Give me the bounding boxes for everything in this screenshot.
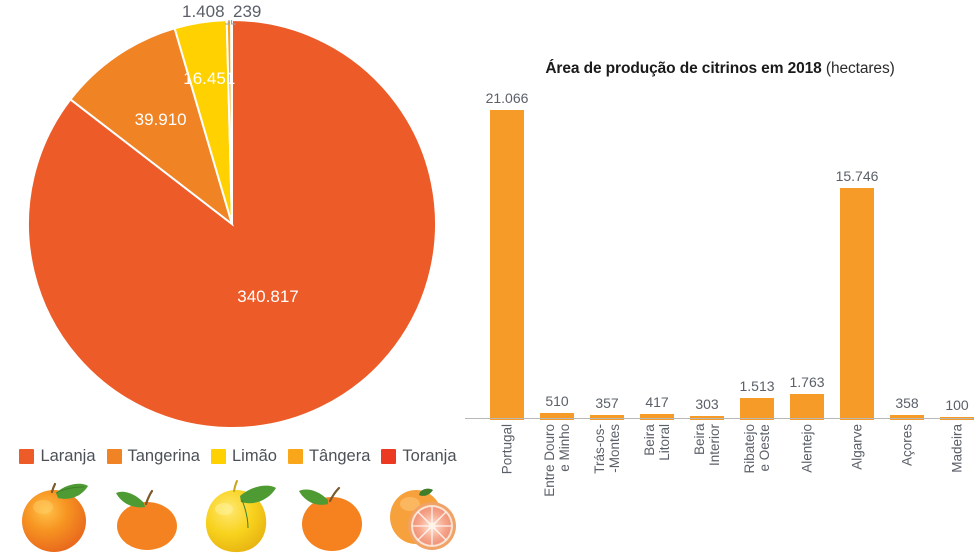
bar-value-label-trás-os---montes: 357 — [595, 394, 619, 411]
bar-trás-os---montes[interactable] — [590, 414, 624, 420]
bar-alentejo[interactable] — [790, 394, 824, 420]
bar-category-label-portugal: Portugal — [499, 424, 515, 475]
bar-entre-douro-e-minho[interactable] — [540, 412, 574, 420]
bar-value-label-açores: 358 — [895, 394, 919, 411]
bar-chart-title: Área de produção de citrinos em 2018 (he… — [460, 60, 980, 78]
bar-açores[interactable] — [890, 414, 924, 420]
bar-category-label-madeira: Madeira — [949, 424, 965, 473]
pie-slices-group — [27, 18, 437, 429]
legend-swatch-icon — [106, 448, 122, 464]
legend-swatch-icon — [287, 448, 303, 464]
bar-value-label-ribatejo-e-oeste: 1.513 — [739, 377, 775, 394]
bar-group: 1.763 — [789, 110, 825, 420]
bar-group: 1.513 — [739, 110, 775, 420]
bar-axis-line — [465, 418, 973, 419]
bar-plot-area: 21.066 510 357 417 303 1.513 1.763 15.746 358 100 — [465, 90, 977, 420]
orange-fruit-icon — [22, 482, 88, 552]
pie-chart-panel: 340.817 39.910 16.451 1.408 239 Laranja Tange… — [0, 0, 470, 560]
bar-group: 100 — [940, 110, 974, 420]
pie-slice-tangerina[interactable] — [69, 26, 234, 227]
legend-label: Limão — [231, 446, 277, 465]
bar-chart-title-strong: Área de produção de citrinos em 2018 — [545, 60, 822, 77]
bar-category-label-ribatejo-e-oeste: Ribatejo e Oeste — [741, 424, 772, 474]
bar-category-label-beira-interior: Beira Interior — [691, 424, 722, 467]
lemon-fruit-icon — [205, 480, 276, 553]
pie-leader-toranja — [231, 20, 236, 25]
legend-item-limão[interactable]: Limão — [210, 446, 277, 466]
bar-value-label-beira-litoral: 417 — [645, 393, 669, 410]
pie-leader-tângera — [225, 20, 230, 25]
legend-item-toranja[interactable]: Toranja — [381, 446, 457, 466]
bar-value-label-madeira: 100 — [945, 397, 969, 413]
legend-swatch-icon — [19, 448, 35, 464]
bar-beira-litoral[interactable] — [640, 413, 674, 420]
bar-category-label-entre-douro-e-minho: Entre Douro e Minho — [541, 424, 572, 497]
legend-item-laranja[interactable]: Laranja — [19, 446, 96, 466]
tangera-fruit-icon — [299, 486, 362, 551]
legend-swatch-icon — [381, 448, 397, 464]
pie-slice-toranja[interactable] — [230, 18, 233, 225]
bar-category-label-trás-os---montes: Trás-os- -Montes — [591, 424, 622, 474]
bar-category-label-açores: Açores — [899, 424, 915, 467]
bar-value-label-portugal: 21.066 — [485, 90, 529, 106]
pie-chart-svg — [27, 18, 437, 429]
fruit-illustration-row — [8, 476, 468, 558]
legend-item-tangerina[interactable]: Tangerina — [106, 446, 200, 466]
legend-label: Toranja — [402, 446, 457, 465]
bar-group: 510 — [540, 110, 574, 420]
bar-group: 21.066 — [486, 90, 528, 420]
bar-beira-interior[interactable] — [690, 415, 724, 420]
pie-legend: Laranja Tangerina Limão Tângera Toranja — [6, 443, 470, 469]
bar-category-label-alentejo: Alentejo — [799, 424, 815, 473]
tangerine-fruit-icon — [116, 489, 177, 550]
legend-swatch-icon — [210, 448, 226, 464]
bar-category-label-algarve: Algarve — [849, 424, 865, 470]
bar-value-label-alentejo: 1.763 — [789, 374, 825, 391]
legend-label: Tangerina — [127, 446, 200, 465]
bar-category-label-beira-litoral: Beira Litoral — [641, 424, 672, 461]
bar-chart-title-unit: (hectares) — [821, 60, 895, 77]
bar-algarve[interactable] — [840, 188, 874, 420]
legend-label: Tângera — [308, 446, 371, 465]
legend-item-tângera[interactable]: Tângera — [287, 446, 371, 466]
bar-group: 303 — [690, 110, 724, 420]
grapefruit-fruit-icon — [390, 488, 456, 550]
bar-portugal[interactable] — [490, 110, 524, 420]
bar-group: 358 — [890, 110, 924, 420]
bar-ribatejo-e-oeste[interactable] — [740, 397, 774, 420]
bar-group: 417 — [640, 110, 674, 420]
bar-value-label-entre-douro-e-minho: 510 — [545, 392, 569, 409]
legend-label: Laranja — [40, 446, 96, 465]
bar-group: 357 — [590, 110, 624, 420]
pie-leader-lines — [225, 20, 236, 25]
bar-group: 15.746 — [836, 110, 878, 420]
bar-value-label-algarve: 15.746 — [835, 168, 879, 185]
bar-chart-panel: Área de produção de citrinos em 2018 (he… — [460, 0, 980, 560]
bar-value-label-beira-interior: 303 — [695, 395, 719, 412]
